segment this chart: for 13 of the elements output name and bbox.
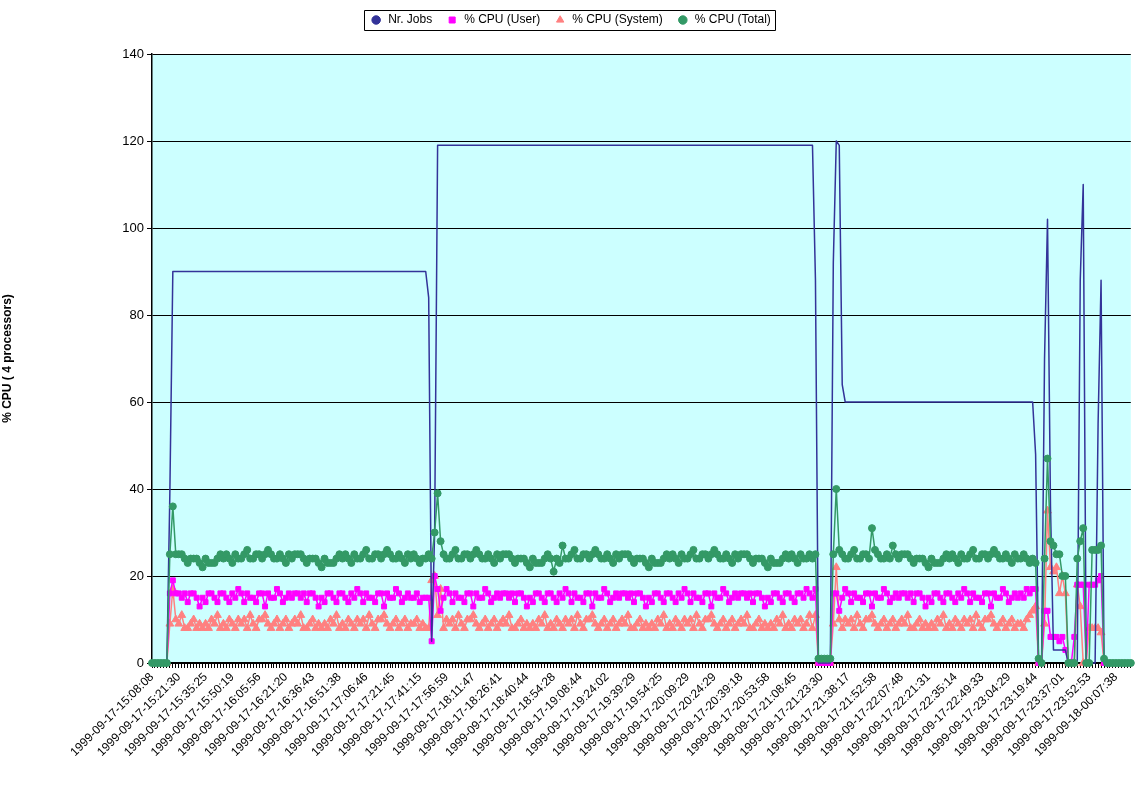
legend-label: Nr. Jobs [388, 12, 433, 27]
y-tick-label: 140 [122, 45, 144, 61]
legend-label: % CPU (User) [464, 12, 541, 27]
y-tick-label: 40 [129, 480, 144, 496]
y-tick-label: 100 [122, 219, 144, 235]
y-tick-label: 80 [129, 306, 144, 322]
y-tick-label: 120 [122, 132, 144, 148]
legend-label: % CPU (System) [572, 12, 663, 27]
y-axis-title: % CPU ( 4 processors) [0, 294, 14, 423]
y-tick-label: 20 [129, 567, 144, 583]
y-tick-label: 0 [136, 654, 144, 670]
y-tick-label: 60 [129, 393, 144, 409]
legend-label: % CPU (Total) [694, 12, 771, 27]
